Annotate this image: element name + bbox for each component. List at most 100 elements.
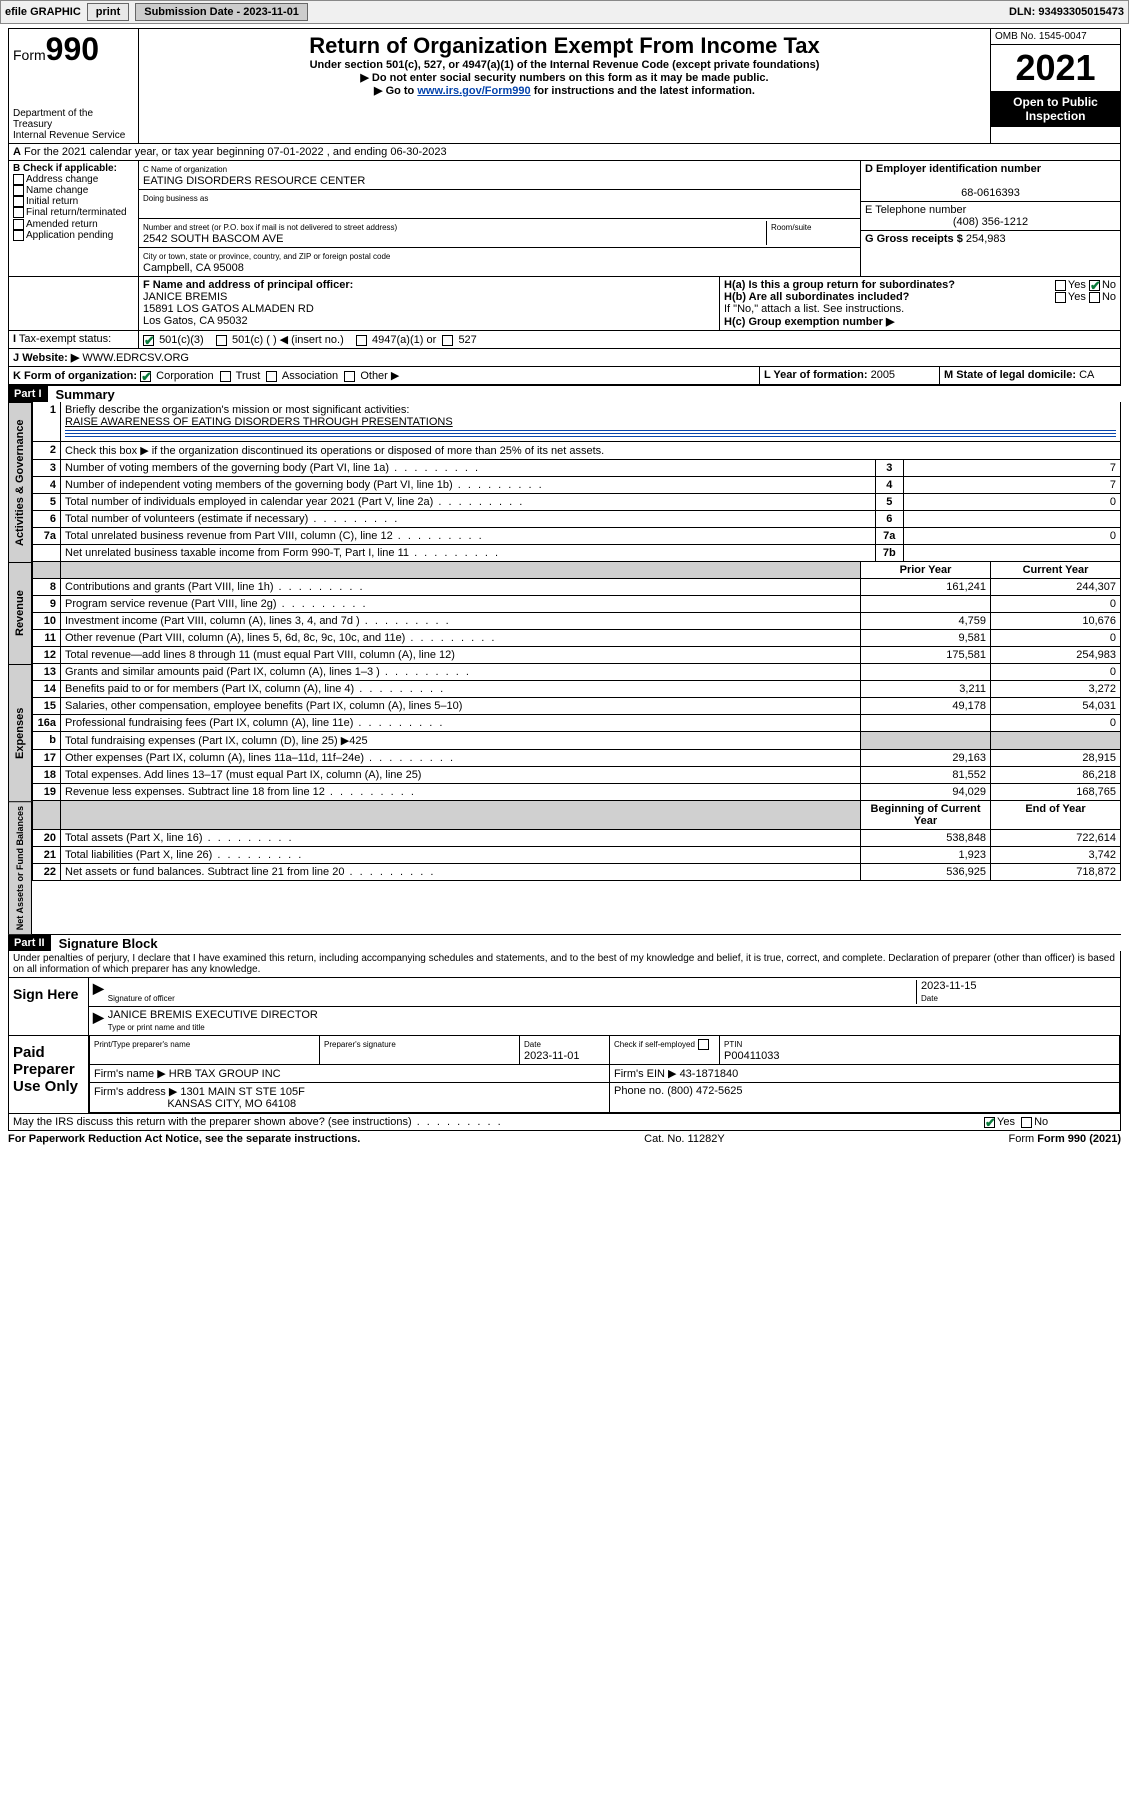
page-footer: For Paperwork Reduction Act Notice, see … [8, 1131, 1121, 1147]
e21: 3,742 [991, 847, 1121, 864]
p10: 4,759 [861, 613, 991, 630]
chk-501c3[interactable] [143, 335, 154, 346]
tab-revenue: Revenue [8, 562, 32, 664]
chk-trust[interactable] [220, 371, 231, 382]
ptin: P00411033 [724, 1050, 779, 1062]
sign-here: Sign Here ▶ Signature of officer 2023-11… [8, 978, 1121, 1036]
part-2-header: Part II Signature Block [8, 934, 1121, 951]
chk-501c[interactable] [216, 335, 227, 346]
officer-addr1: 15891 LOS GATOS ALMADEN RD [143, 303, 314, 315]
officer-signature-name: JANICE BREMIS EXECUTIVE DIRECTOR [108, 1009, 318, 1021]
officer-name: JANICE BREMIS [143, 291, 227, 303]
p14: 3,211 [861, 681, 991, 698]
chk-527[interactable] [442, 335, 453, 346]
c15: 54,031 [991, 698, 1121, 715]
chk-initial-return[interactable] [13, 196, 24, 207]
line-j: J Website: ▶ WWW.EDRCSV.ORG [8, 349, 1121, 367]
website: WWW.EDRCSV.ORG [82, 352, 189, 364]
e22: 718,872 [991, 864, 1121, 881]
firm-name: HRB TAX GROUP INC [169, 1068, 281, 1080]
print-button[interactable]: print [87, 3, 129, 21]
p12: 175,581 [861, 647, 991, 664]
firm-ein: 43-1871840 [680, 1068, 739, 1080]
chk-self-employed[interactable] [698, 1039, 709, 1050]
part-1-header: Part I Summary [8, 385, 1121, 402]
b21: 1,923 [861, 847, 991, 864]
submission-date: Submission Date - 2023-11-01 [135, 3, 308, 21]
chk-discuss-yes[interactable] [984, 1117, 995, 1128]
p11: 9,581 [861, 630, 991, 647]
v7a: 0 [903, 528, 1120, 545]
line-i: I Tax-exempt status: 501(c)(3) 501(c) ( … [8, 331, 1121, 349]
section-governance: Activities & Governance 1 Briefly descri… [8, 402, 1121, 562]
officer-addr2: Los Gatos, CA 95032 [143, 315, 248, 327]
firm-phone: (800) 472-5625 [667, 1085, 742, 1097]
paid-preparer: Paid Preparer Use Only Print/Type prepar… [8, 1036, 1121, 1114]
dept-irs: Internal Revenue Service [13, 130, 134, 141]
c14: 3,272 [991, 681, 1121, 698]
section-fh: F Name and address of principal officer:… [8, 277, 1121, 331]
chk-hb-no[interactable] [1089, 292, 1100, 303]
chk-ha-no[interactable] [1089, 280, 1100, 291]
chk-discuss-no[interactable] [1021, 1117, 1032, 1128]
chk-address-change[interactable] [13, 174, 24, 185]
p13 [861, 664, 991, 681]
line-a: A For the 2021 calendar year, or tax yea… [8, 144, 1121, 161]
section-bcdeg: B Check if applicable: Address change Na… [8, 161, 1121, 277]
ein: 68-0616393 [865, 187, 1116, 199]
p18: 81,552 [861, 767, 991, 784]
v6 [903, 511, 1120, 528]
v16b: 425 [349, 735, 367, 747]
form-header: Form990 Department of the Treasury Inter… [8, 28, 1121, 144]
p15: 49,178 [861, 698, 991, 715]
chk-amended[interactable] [13, 219, 24, 230]
box-c: C Name of organization EATING DISORDERS … [139, 161, 860, 276]
state-domicile: CA [1079, 369, 1094, 381]
tab-governance: Activities & Governance [8, 402, 32, 562]
c16a: 0 [991, 715, 1121, 732]
chk-ha-yes[interactable] [1055, 280, 1066, 291]
p19: 94,029 [861, 784, 991, 801]
subtitle-3: ▶ Go to www.irs.gov/Form990 for instruct… [145, 84, 984, 97]
chk-4947[interactable] [356, 335, 367, 346]
chk-assoc[interactable] [266, 371, 277, 382]
dln: DLN: 93493305015473 [1009, 6, 1124, 18]
c10: 10,676 [991, 613, 1121, 630]
form-title: Return of Organization Exempt From Incom… [145, 33, 984, 59]
chk-app-pending[interactable] [13, 230, 24, 241]
chk-hb-yes[interactable] [1055, 292, 1066, 303]
p16a [861, 715, 991, 732]
year-formation: 2005 [871, 369, 895, 381]
p17: 29,163 [861, 750, 991, 767]
form-990-label: Form990 [13, 31, 134, 68]
line-klm: K Form of organization: Corporation Trus… [8, 367, 1121, 385]
c11: 0 [991, 630, 1121, 647]
chk-name-change[interactable] [13, 185, 24, 196]
tab-expenses: Expenses [8, 664, 32, 801]
city-state-zip: Campbell, CA 95008 [143, 262, 244, 274]
tab-netassets: Net Assets or Fund Balances [8, 801, 32, 934]
org-name: EATING DISORDERS RESOURCE CENTER [143, 175, 365, 187]
c18: 86,218 [991, 767, 1121, 784]
c17: 28,915 [991, 750, 1121, 767]
firm-addr1: 1301 MAIN ST STE 105F [180, 1086, 305, 1098]
section-revenue: Revenue Prior YearCurrent Year 8Contribu… [8, 562, 1121, 664]
chk-final-return[interactable] [13, 207, 24, 218]
tax-year: 2021 [991, 45, 1120, 91]
v5: 0 [903, 494, 1120, 511]
open-to-public: Open to Public Inspection [991, 91, 1120, 127]
v4: 7 [903, 477, 1120, 494]
c19: 168,765 [991, 784, 1121, 801]
prep-date: 2023-11-01 [524, 1050, 579, 1062]
omb-number: OMB No. 1545-0047 [991, 29, 1120, 45]
section-expenses: Expenses 13Grants and similar amounts pa… [8, 664, 1121, 801]
dept-treasury: Department of the Treasury [13, 108, 134, 130]
irs-link[interactable]: www.irs.gov/Form990 [417, 85, 530, 97]
mission: RAISE AWARENESS OF EATING DISORDERS THRO… [65, 416, 453, 428]
discuss-line: May the IRS discuss this return with the… [8, 1114, 1121, 1131]
p9 [861, 596, 991, 613]
chk-corp[interactable] [140, 371, 151, 382]
v7b [903, 545, 1120, 562]
chk-other[interactable] [344, 371, 355, 382]
phone: (408) 356-1212 [865, 216, 1116, 228]
